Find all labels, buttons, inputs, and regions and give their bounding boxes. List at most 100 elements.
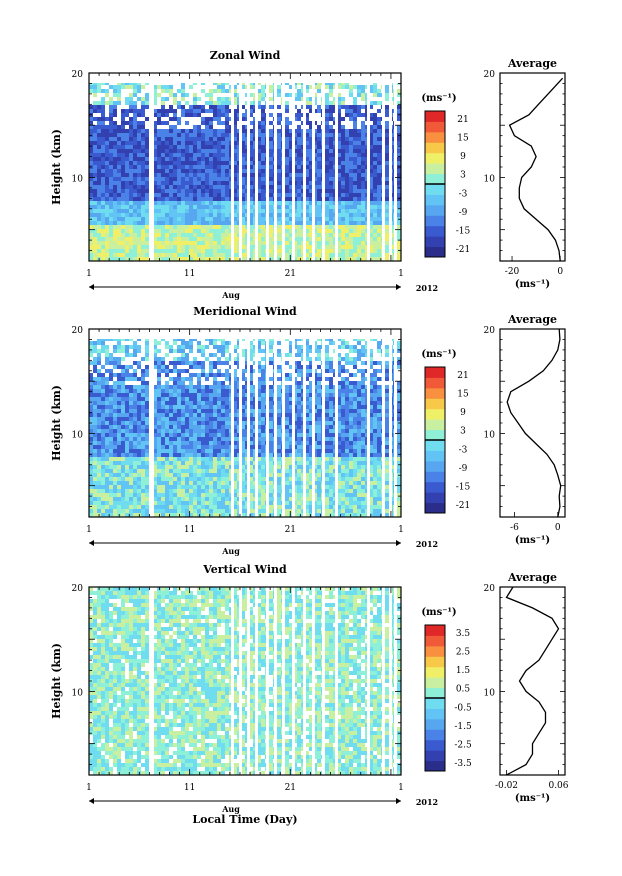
average-profile-line (505, 586, 560, 776)
colorbar-swatch (425, 408, 445, 420)
data-gap (335, 73, 338, 261)
y-tick-label: 10 (72, 688, 84, 698)
data-gap (389, 587, 392, 775)
colorbar-swatch (425, 131, 445, 143)
data-gap (312, 73, 315, 261)
data-gap (282, 587, 285, 775)
colorbar-tick-label: -21 (456, 501, 471, 511)
colorbar-swatch (425, 718, 445, 730)
data-gap (255, 73, 258, 261)
colorbar-swatch (425, 739, 445, 751)
colorbar-swatch (425, 429, 445, 441)
data-gap (274, 587, 277, 775)
arrow-right (396, 540, 401, 546)
colorbar-tick-label: 15 (457, 390, 469, 400)
colorbar-tick-label: 3 (460, 171, 466, 181)
month-label: Aug (221, 804, 240, 814)
data-gap (382, 329, 385, 517)
month-label: Aug (221, 290, 240, 300)
colorbar-tick-label: -2.5 (454, 740, 472, 750)
heatmap-field (89, 329, 401, 517)
y-tick-label: 20 (72, 70, 84, 80)
top-blank (89, 329, 401, 339)
colorbar-tick-label: 2.5 (456, 648, 471, 658)
data-gap (149, 587, 154, 775)
colorbar-swatch (425, 656, 445, 668)
colorbar-swatch (425, 204, 445, 216)
x-tick-label: -6 (510, 523, 519, 533)
colorbar-swatch (425, 460, 445, 472)
average-panel: Average 20 10 -6 0 (ms⁻¹) (484, 313, 566, 546)
colorbar-swatch (425, 419, 445, 431)
y-axis-label: Height (km) (50, 385, 63, 461)
data-gap (322, 587, 325, 775)
colorbar (424, 110, 446, 258)
data-gap (149, 73, 154, 261)
data-gap (231, 587, 234, 775)
average-unit: (ms⁻¹) (515, 279, 550, 290)
average-title: Average (507, 57, 557, 70)
colorbar-unit: (ms⁻¹) (421, 349, 456, 360)
colorbar-swatch (425, 729, 445, 741)
data-gap (389, 329, 392, 517)
x-tick-label: -0.02 (495, 781, 518, 791)
data-gap (266, 587, 269, 775)
data-gap (367, 329, 370, 517)
colorbar-swatch (425, 163, 445, 175)
colorbar-swatch (425, 173, 445, 185)
data-gap (322, 329, 325, 517)
colorbar-unit: (ms⁻¹) (421, 93, 456, 104)
colorbar-tick-label: -3 (459, 189, 468, 199)
data-gap (292, 329, 295, 517)
x-tick-label: 1 (398, 269, 404, 279)
colorbar-tick-label: 3.5 (456, 629, 471, 639)
data-gap (255, 329, 258, 517)
top-blank (89, 73, 401, 83)
data-gap (312, 329, 315, 517)
x-tick-label: 1 (398, 525, 404, 535)
colorbar (424, 624, 446, 772)
colorbar-swatch (425, 760, 445, 772)
data-gap (303, 73, 306, 261)
x-tick-label: -20 (505, 267, 520, 277)
colorbar-swatch (425, 471, 445, 483)
y-tick-label: 10 (484, 688, 496, 698)
arrow-left (89, 284, 94, 290)
arrow-right (396, 284, 401, 290)
data-gap (394, 329, 397, 517)
data-gap (274, 329, 277, 517)
colorbar-tick-label: -15 (456, 226, 471, 236)
data-gap (149, 329, 154, 517)
colorbar (424, 366, 446, 514)
x-tick-label: 1 (86, 269, 92, 279)
average-title: Average (507, 313, 557, 326)
colorbar-tick-label: 1.5 (456, 666, 471, 676)
colorbar-tick-label: -0.5 (454, 703, 472, 713)
colorbar-tick-label: 21 (457, 115, 468, 125)
x-tick-label: 21 (285, 783, 296, 793)
x-tick-label: 21 (285, 269, 296, 279)
x-tick-label: 21 (285, 525, 296, 535)
data-gap (255, 587, 258, 775)
y-axis-label: Height (km) (50, 129, 63, 205)
x-tick-label: 0 (555, 523, 561, 533)
colorbar-swatch (425, 398, 445, 410)
colorbar-tick-label: -9 (459, 208, 468, 218)
data-gap (239, 587, 242, 775)
data-gap (312, 587, 315, 775)
colorbar-swatch (425, 225, 445, 237)
average-frame (499, 328, 566, 518)
y-tick-label: 10 (484, 430, 496, 440)
colorbar-tick-label: -3 (459, 445, 468, 455)
colorbar-swatch (425, 635, 445, 647)
panel-title: Zonal Wind (210, 49, 281, 62)
data-gap (247, 73, 250, 261)
colorbar-tick-label: -9 (459, 464, 468, 474)
month-label: Aug (221, 546, 240, 556)
data-gap (282, 329, 285, 517)
average-profile-line (508, 77, 564, 262)
colorbar-tick-label: 9 (460, 152, 466, 162)
